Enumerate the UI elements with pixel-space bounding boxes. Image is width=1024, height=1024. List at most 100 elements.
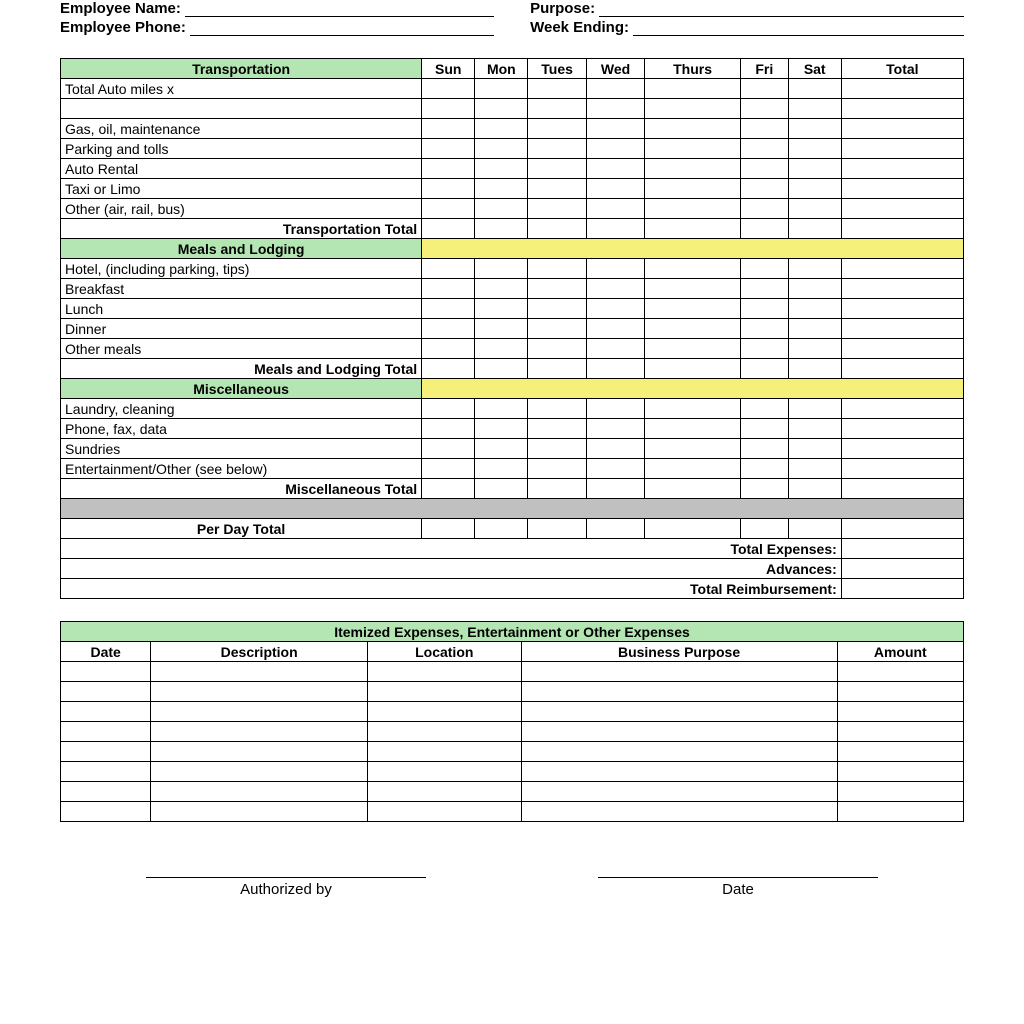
cell[interactable] bbox=[645, 399, 741, 419]
cell[interactable] bbox=[740, 79, 788, 99]
cell[interactable] bbox=[422, 139, 475, 159]
itemized-cell[interactable] bbox=[521, 682, 837, 702]
itemized-cell[interactable] bbox=[368, 782, 522, 802]
itemized-cell[interactable] bbox=[521, 742, 837, 762]
cell[interactable] bbox=[422, 459, 475, 479]
cell[interactable] bbox=[475, 139, 528, 159]
cell[interactable] bbox=[528, 279, 586, 299]
cell[interactable] bbox=[740, 259, 788, 279]
itemized-cell[interactable] bbox=[837, 702, 963, 722]
cell[interactable] bbox=[788, 459, 841, 479]
cell[interactable] bbox=[528, 439, 586, 459]
cell[interactable] bbox=[841, 199, 963, 219]
cell[interactable] bbox=[586, 79, 644, 99]
cell[interactable] bbox=[740, 199, 788, 219]
cell[interactable] bbox=[740, 299, 788, 319]
signature-authorized-by[interactable]: Authorized by bbox=[146, 877, 426, 898]
itemized-cell[interactable] bbox=[837, 722, 963, 742]
cell[interactable] bbox=[528, 299, 586, 319]
cell[interactable] bbox=[788, 299, 841, 319]
signature-date[interactable]: Date bbox=[598, 877, 878, 898]
cell[interactable] bbox=[475, 399, 528, 419]
cell[interactable] bbox=[841, 399, 963, 419]
cell[interactable] bbox=[422, 99, 475, 119]
cell[interactable] bbox=[586, 159, 644, 179]
cell[interactable] bbox=[422, 79, 475, 99]
cell[interactable] bbox=[740, 319, 788, 339]
cell[interactable] bbox=[645, 459, 741, 479]
cell[interactable] bbox=[475, 319, 528, 339]
cell[interactable] bbox=[528, 319, 586, 339]
itemized-cell[interactable] bbox=[368, 742, 522, 762]
cell[interactable] bbox=[645, 79, 741, 99]
cell[interactable] bbox=[841, 159, 963, 179]
cell[interactable] bbox=[645, 319, 741, 339]
cell[interactable] bbox=[841, 139, 963, 159]
cell[interactable] bbox=[422, 299, 475, 319]
itemized-cell[interactable] bbox=[521, 662, 837, 682]
summary-value-cell[interactable] bbox=[841, 579, 963, 599]
cell[interactable] bbox=[841, 179, 963, 199]
itemized-cell[interactable] bbox=[151, 722, 368, 742]
cell[interactable] bbox=[586, 279, 644, 299]
cell[interactable] bbox=[645, 439, 741, 459]
cell[interactable] bbox=[528, 339, 586, 359]
cell[interactable] bbox=[841, 319, 963, 339]
cell[interactable] bbox=[528, 459, 586, 479]
cell[interactable] bbox=[475, 119, 528, 139]
cell[interactable] bbox=[740, 439, 788, 459]
cell[interactable] bbox=[528, 179, 586, 199]
cell[interactable] bbox=[586, 319, 644, 339]
cell[interactable] bbox=[841, 279, 963, 299]
cell[interactable] bbox=[645, 419, 741, 439]
cell[interactable] bbox=[586, 199, 644, 219]
cell[interactable] bbox=[422, 119, 475, 139]
cell[interactable] bbox=[586, 259, 644, 279]
field-input-line[interactable] bbox=[190, 22, 494, 36]
cell[interactable] bbox=[740, 399, 788, 419]
cell[interactable] bbox=[788, 439, 841, 459]
cell[interactable] bbox=[645, 139, 741, 159]
cell[interactable] bbox=[788, 399, 841, 419]
field-week-ending[interactable]: Week Ending: bbox=[530, 19, 964, 36]
cell[interactable] bbox=[788, 99, 841, 119]
cell[interactable] bbox=[422, 199, 475, 219]
cell[interactable] bbox=[475, 259, 528, 279]
cell[interactable] bbox=[841, 259, 963, 279]
itemized-cell[interactable] bbox=[837, 742, 963, 762]
cell[interactable] bbox=[740, 419, 788, 439]
itemized-cell[interactable] bbox=[521, 722, 837, 742]
cell[interactable] bbox=[645, 119, 741, 139]
cell[interactable] bbox=[740, 459, 788, 479]
cell[interactable] bbox=[475, 159, 528, 179]
cell[interactable] bbox=[475, 99, 528, 119]
cell[interactable] bbox=[475, 299, 528, 319]
cell[interactable] bbox=[586, 439, 644, 459]
itemized-cell[interactable] bbox=[521, 802, 837, 822]
cell[interactable] bbox=[645, 199, 741, 219]
itemized-cell[interactable] bbox=[521, 782, 837, 802]
itemized-cell[interactable] bbox=[61, 802, 151, 822]
cell[interactable] bbox=[475, 439, 528, 459]
cell[interactable] bbox=[422, 399, 475, 419]
cell[interactable] bbox=[422, 339, 475, 359]
cell[interactable] bbox=[841, 299, 963, 319]
cell[interactable] bbox=[528, 159, 586, 179]
itemized-cell[interactable] bbox=[151, 762, 368, 782]
itemized-cell[interactable] bbox=[151, 702, 368, 722]
itemized-cell[interactable] bbox=[521, 702, 837, 722]
itemized-cell[interactable] bbox=[61, 762, 151, 782]
cell[interactable] bbox=[422, 179, 475, 199]
cell[interactable] bbox=[422, 159, 475, 179]
cell[interactable] bbox=[645, 179, 741, 199]
field-purpose[interactable]: Purpose: bbox=[530, 0, 964, 17]
field-input-line[interactable] bbox=[185, 3, 494, 17]
cell[interactable] bbox=[422, 439, 475, 459]
cell[interactable] bbox=[740, 99, 788, 119]
cell[interactable] bbox=[586, 119, 644, 139]
itemized-cell[interactable] bbox=[61, 702, 151, 722]
cell[interactable] bbox=[841, 459, 963, 479]
cell[interactable] bbox=[645, 299, 741, 319]
itemized-cell[interactable] bbox=[61, 662, 151, 682]
cell[interactable] bbox=[528, 399, 586, 419]
